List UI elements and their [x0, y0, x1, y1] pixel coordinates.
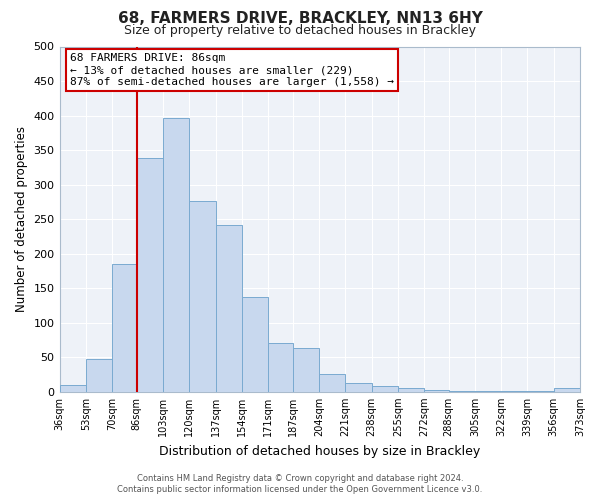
- Text: 68 FARMERS DRIVE: 86sqm
← 13% of detached houses are smaller (229)
87% of semi-d: 68 FARMERS DRIVE: 86sqm ← 13% of detache…: [70, 54, 394, 86]
- Bar: [86, 360, 112, 392]
- Bar: [475, 391, 501, 392]
- Bar: [398, 388, 424, 392]
- Bar: [293, 348, 319, 392]
- Bar: [449, 391, 475, 392]
- X-axis label: Distribution of detached houses by size in Brackley: Distribution of detached houses by size …: [159, 444, 481, 458]
- Bar: [59, 385, 86, 392]
- Y-axis label: Number of detached properties: Number of detached properties: [15, 126, 28, 312]
- Bar: [554, 388, 580, 392]
- Bar: [345, 383, 371, 392]
- Bar: [501, 391, 527, 392]
- Text: 68, FARMERS DRIVE, BRACKLEY, NN13 6HY: 68, FARMERS DRIVE, BRACKLEY, NN13 6HY: [118, 11, 482, 26]
- Bar: [215, 224, 242, 392]
- Bar: [527, 391, 554, 392]
- Bar: [371, 386, 398, 392]
- Text: Contains HM Land Registry data © Crown copyright and database right 2024.
Contai: Contains HM Land Registry data © Crown c…: [118, 474, 482, 494]
- Bar: [268, 344, 293, 392]
- Text: Size of property relative to detached houses in Brackley: Size of property relative to detached ho…: [124, 24, 476, 37]
- Bar: [242, 297, 268, 392]
- Bar: [189, 200, 215, 392]
- Bar: [137, 158, 163, 392]
- Bar: [163, 118, 189, 392]
- Bar: [424, 390, 449, 392]
- Bar: [112, 264, 137, 392]
- Bar: [319, 374, 345, 392]
